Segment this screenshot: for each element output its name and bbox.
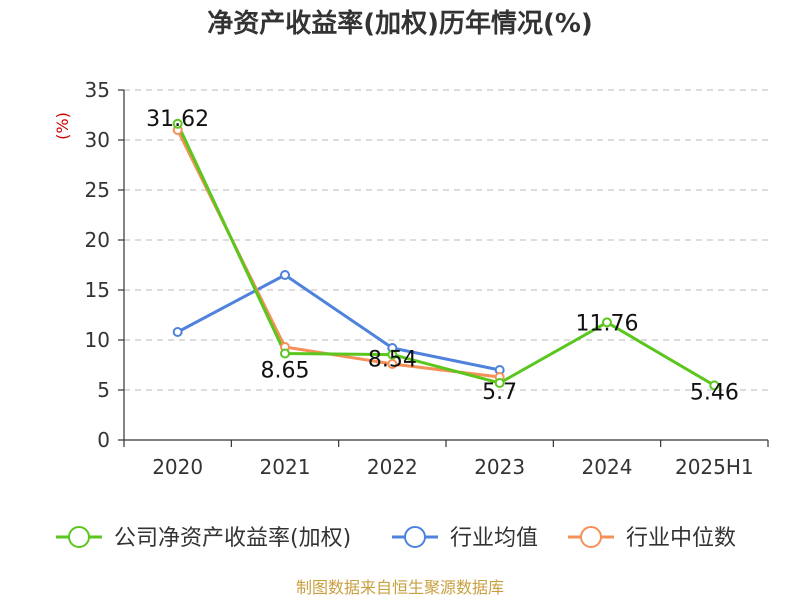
x-tick-label-2022: 2022 <box>367 455 418 479</box>
data-point-s0-2025H1 <box>709 380 720 391</box>
y-tick-label-5: 5 <box>97 378 110 402</box>
y-tick-label-30: 30 <box>85 128 110 152</box>
data-point-s1-2020 <box>172 327 183 337</box>
x-tick-label-2021: 2021 <box>260 455 311 479</box>
y-tick-label-20: 20 <box>85 228 110 252</box>
x-tick-label-2020: 2020 <box>152 455 203 479</box>
legend-item-1[interactable]: 行业均值 <box>392 526 538 551</box>
data-point-s0-2024 <box>602 317 612 328</box>
x-tick-label-2023: 2023 <box>474 455 525 479</box>
legend-label-1: 行业均值 <box>450 526 538 551</box>
data-point-s0-2023 <box>494 378 505 388</box>
y-tick-label-0: 0 <box>97 428 110 452</box>
data-label-2022: 8.54 <box>368 348 417 373</box>
data-point-s1-2021 <box>280 270 290 280</box>
legend[interactable]: 公司净资产收益率(加权) 行业均值 行业中位数 <box>56 526 736 551</box>
x-tick-label-2024: 2024 <box>582 455 633 479</box>
y-tick-label-35: 35 <box>85 78 110 102</box>
data-label-2023: 5.7 <box>482 380 517 405</box>
data-label-2024: 11.76 <box>576 311 639 336</box>
data-labels: 31.62 8.65 8.54 5.7 11.76 5.46 <box>146 107 739 406</box>
data-point-s0-2020 <box>172 118 183 129</box>
data-point-s0-2021 <box>280 348 290 359</box>
legend-item-2[interactable]: 行业中位数 <box>568 526 736 551</box>
legend-item-0[interactable]: 公司净资产收益率(加权) <box>56 526 351 551</box>
data-point-s2-2022 <box>387 359 398 369</box>
legend-marker-2 <box>580 526 602 548</box>
data-point-s0-2022 <box>387 349 398 360</box>
legend-label-0: 公司净资产收益率(加权) <box>114 526 351 551</box>
series-lines <box>176 123 716 387</box>
x-tick-label-2025H1: 2025H1 <box>675 455 754 479</box>
legend-label-2: 行业中位数 <box>626 526 736 551</box>
data-label-2020: 31.62 <box>146 107 209 132</box>
chart-title: 净资产收益率(加权)历年情况(%) <box>207 8 593 39</box>
y-tick-label-10: 10 <box>85 328 110 352</box>
grid-lines <box>124 89 768 391</box>
axes: 0 5 10 15 20 25 30 35 2020 2021 2022 2023 2024 2025H1 <box>85 78 769 479</box>
legend-marker-1 <box>404 526 426 548</box>
data-label-2025H1: 5.46 <box>690 380 739 405</box>
legend-marker-0 <box>68 526 90 548</box>
series-line-0-0 <box>176 123 716 387</box>
source-note: 制图数据来自恒生聚源数据库 <box>296 578 504 597</box>
data-label-2021: 8.65 <box>261 359 310 384</box>
series-points <box>172 118 720 391</box>
series-line-1-0 <box>176 273 500 372</box>
y-tick-label-25: 25 <box>85 178 110 202</box>
y-axis-unit-label: (%) <box>53 112 72 140</box>
y-tick-label-15: 15 <box>85 278 110 302</box>
